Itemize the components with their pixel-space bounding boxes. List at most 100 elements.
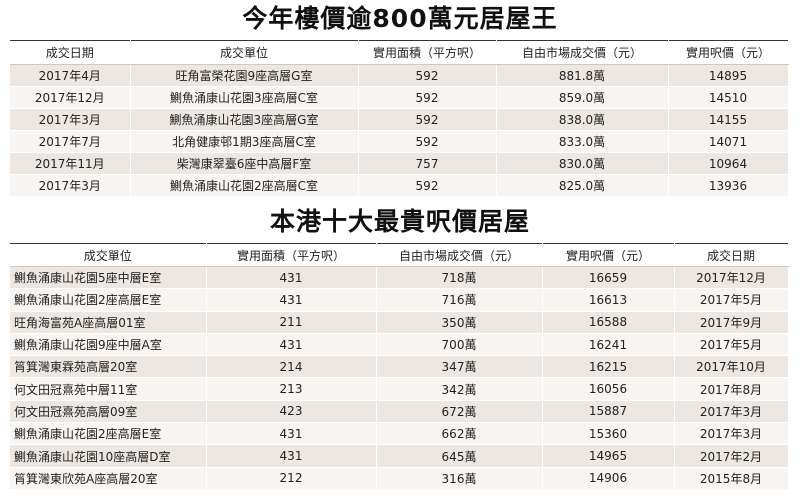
cell-unit: 鰂魚涌康山花園2座高層E室 [10, 288, 207, 312]
cell-unit: 何文田冠熹苑高層09室 [10, 400, 207, 424]
cell-date: 2017年8月 [674, 377, 789, 401]
cell-date: 2017年3月 [674, 422, 789, 446]
cell-date: 2017年2月 [674, 444, 789, 468]
cell-area: 592 [358, 130, 497, 153]
cell-unit: 鰂魚涌康山花園10座高層D室 [10, 444, 207, 468]
table-row: 2017年3月 鰂魚涌康山花園2座高層C室 592 825.0萬 13936 [10, 174, 789, 197]
cell-date: 2017年4月 [10, 64, 131, 87]
cell-price: 838.0萬 [496, 108, 669, 131]
cell-psf: 15887 [542, 400, 675, 424]
table-row: 何文田冠熹苑高層09室 423 672萬 15887 2017年3月 [10, 400, 789, 424]
cell-psf: 16215 [542, 355, 675, 379]
cell-unit: 鰂魚涌康山花園5座中層E室 [10, 266, 207, 290]
cell-area: 431 [206, 266, 377, 290]
cell-date: 2017年12月 [674, 266, 789, 290]
cell-date: 2017年3月 [674, 400, 789, 424]
table-header-row: 成交日期 成交單位 實用面積（平方呎） 自由市場成交價（元） 實用呎價（元） [10, 40, 789, 65]
cell-unit: 何文田冠熹苑中層11室 [10, 377, 207, 401]
cell-price: 716萬 [376, 288, 543, 312]
cell-date: 2017年7月 [10, 130, 131, 153]
table-row: 2017年3月 鰂魚涌康山花園3座高層G室 592 838.0萬 14155 [10, 108, 789, 131]
header-unit: 成交單位 [10, 243, 207, 267]
cell-date: 2017年5月 [674, 333, 789, 357]
cell-area: 423 [206, 400, 377, 424]
cell-unit: 柴灣康翠臺6座中高層F室 [130, 152, 359, 175]
cell-date: 2017年3月 [10, 174, 131, 197]
cell-unit: 鰂魚涌康山花園2座高層C室 [130, 174, 359, 197]
table-header-row: 成交單位 實用面積（平方呎） 自由市場成交價（元） 實用呎價（元） 成交日期 [10, 243, 789, 267]
cell-unit: 鰂魚涌康山花園2座高層E室 [10, 422, 207, 446]
table-top-price-hos: 成交日期 成交單位 實用面積（平方呎） 自由市場成交價（元） 實用呎價（元） 2… [10, 40, 789, 197]
header-psf: 實用呎價（元） [542, 243, 675, 267]
header-price: 自由市場成交價（元） [376, 243, 543, 267]
cell-area: 431 [206, 288, 377, 312]
cell-area: 213 [206, 377, 377, 401]
table-row: 2017年4月 旺角富榮花園9座高層G室 592 881.8萬 14895 [10, 64, 789, 87]
cell-psf: 14510 [668, 86, 789, 109]
cell-area: 592 [358, 108, 497, 131]
table-row: 鰂魚涌康山花園10座高層D室 431 645萬 14965 2017年2月 [10, 444, 789, 468]
cell-date: 2017年9月 [674, 311, 789, 334]
cell-date: 2017年10月 [674, 355, 789, 379]
table-row: 鰂魚涌康山花園9座中層A室 431 700萬 16241 2017年5月 [10, 333, 789, 357]
cell-area: 431 [206, 422, 377, 446]
cell-price: 645萬 [376, 444, 543, 468]
table-row: 鰂魚涌康山花園5座中層E室 431 718萬 16659 2017年12月 [10, 266, 789, 290]
cell-psf: 16241 [542, 333, 675, 357]
cell-unit: 鰂魚涌康山花園9座中層A室 [10, 333, 207, 357]
table-row: 2017年7月 北角健康邨1期3座高層C室 592 833.0萬 14071 [10, 130, 789, 153]
cell-unit: 筲箕灣東霖苑高層20室 [10, 355, 207, 379]
cell-psf: 14895 [668, 64, 789, 87]
cell-area: 592 [358, 86, 497, 109]
cell-unit: 旺角富榮花園9座高層G室 [130, 64, 359, 87]
table-row: 2017年12月 鰂魚涌康山花園3座高層C室 592 859.0萬 14510 [10, 86, 789, 109]
cell-unit: 筲箕灣東欣苑A座高層20室 [10, 467, 207, 490]
cell-price: 825.0萬 [496, 174, 669, 197]
cell-area: 757 [358, 152, 497, 175]
cell-psf: 10964 [668, 152, 789, 175]
table-row: 筲箕灣東欣苑A座高層20室 212 316萬 14906 2015年8月 [10, 467, 789, 490]
cell-unit: 鰂魚涌康山花園3座高層C室 [130, 86, 359, 109]
table-row: 鰂魚涌康山花園2座高層E室 431 662萬 15360 2017年3月 [10, 422, 789, 446]
cell-price: 342萬 [376, 377, 543, 401]
cell-price: 672萬 [376, 400, 543, 424]
cell-area: 211 [206, 311, 377, 334]
cell-unit: 北角健康邨1期3座高層C室 [130, 130, 359, 153]
cell-date: 2017年5月 [674, 288, 789, 312]
cell-psf: 14906 [542, 467, 675, 490]
table1-title: 今年樓價逾800萬元居屋王 [242, 4, 558, 33]
cell-psf: 16659 [542, 266, 675, 290]
header-area: 實用面積（平方呎） [206, 243, 377, 267]
cell-price: 700萬 [376, 333, 543, 357]
cell-area: 214 [206, 355, 377, 379]
header-unit: 成交單位 [130, 40, 359, 65]
cell-date: 2017年3月 [10, 108, 131, 131]
table2-title: 本港十大最貴呎價居屋 [269, 207, 530, 236]
cell-area: 431 [206, 444, 377, 468]
header-date: 成交日期 [674, 243, 789, 267]
cell-psf: 16588 [542, 311, 675, 334]
cell-price: 830.0萬 [496, 152, 669, 175]
header-area: 實用面積（平方呎） [358, 40, 497, 65]
cell-date: 2017年11月 [10, 152, 131, 175]
cell-price: 662萬 [376, 422, 543, 446]
table-row: 筲箕灣東霖苑高層20室 214 347萬 16215 2017年10月 [10, 355, 789, 379]
cell-unit: 旺角海富苑A座高層01室 [10, 311, 207, 334]
table-row: 旺角海富苑A座高層01室 211 350萬 16588 2017年9月 [10, 311, 789, 334]
table-row: 何文田冠熹苑中層11室 213 342萬 16056 2017年8月 [10, 377, 789, 401]
cell-price: 347萬 [376, 355, 543, 379]
cell-price: 350萬 [376, 311, 543, 334]
cell-psf: 14071 [668, 130, 789, 153]
cell-date: 2017年12月 [10, 86, 131, 109]
cell-area: 431 [206, 333, 377, 357]
cell-price: 718萬 [376, 266, 543, 290]
header-price: 自由市場成交價（元） [496, 40, 669, 65]
cell-psf: 14155 [668, 108, 789, 131]
cell-psf: 16056 [542, 377, 675, 401]
cell-psf: 14965 [542, 444, 675, 468]
table-top-psf-hos: 成交單位 實用面積（平方呎） 自由市場成交價（元） 實用呎價（元） 成交日期 鰂… [10, 243, 789, 490]
cell-date: 2015年8月 [674, 467, 789, 490]
cell-price: 859.0萬 [496, 86, 669, 109]
cell-price: 316萬 [376, 467, 543, 490]
table-row: 2017年11月 柴灣康翠臺6座中高層F室 757 830.0萬 10964 [10, 152, 789, 175]
